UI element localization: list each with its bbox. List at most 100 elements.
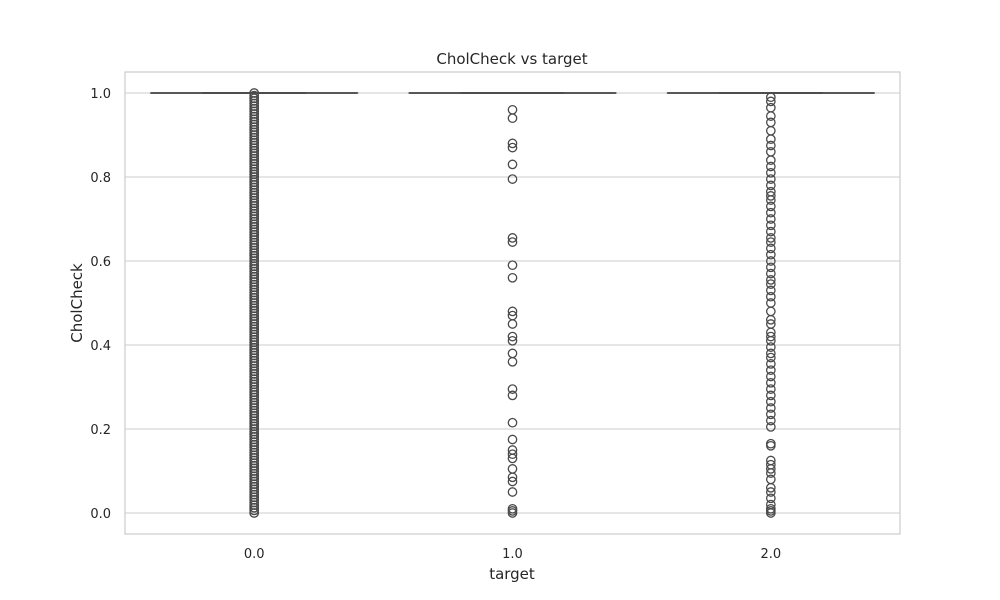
outlier-point [765,464,776,474]
outlier-point [765,191,776,201]
outlier-point [765,493,776,504]
outlier-point [507,138,518,149]
y-tick-label: 0.0 [90,507,111,522]
outlier-point [765,256,776,266]
outlier-point [765,117,776,128]
outlier-point [507,384,518,394]
outlier-point [765,155,776,166]
outlier-point [507,159,518,170]
outlier-point [765,371,776,382]
outlier-point [765,365,776,376]
outlier-point [765,92,776,103]
outlier-point [507,508,518,518]
y-axis-label: CholCheck [68,263,86,343]
outliers [249,88,776,518]
y-tick-label: 0.8 [90,171,111,186]
outlier-point [765,377,776,388]
outlier-point [507,487,518,497]
outlier-point [765,482,776,493]
y-tick-label: 0.4 [90,339,111,354]
outlier-point [765,102,776,113]
outlier-point [765,237,776,247]
outlier-point [765,134,776,145]
outlier-point [765,384,776,394]
outlier-point [765,268,776,279]
outlier-point [507,472,518,483]
plot-frame [124,71,901,535]
outlier-point [765,174,776,184]
outlier-point [507,434,518,445]
outlier-point [765,359,776,369]
outlier-point [765,342,776,352]
outlier-point [765,140,776,151]
outlier-point [765,291,776,302]
outlier-point [765,262,776,273]
y-ticks: 0.0 0.2 0.4 0.6 0.8 1.0 [90,87,111,522]
outlier-point [765,207,776,218]
outlier-point [765,403,776,413]
outlier-point [765,146,776,157]
outlier-point [765,279,776,289]
outlier-point [507,335,518,346]
outlier-point [507,174,518,184]
outlier-point [765,415,776,426]
outlier-point [765,487,776,497]
outlier-point [765,390,776,401]
outlier-point [765,249,776,260]
outlier-point [507,464,518,474]
outlier-point [507,476,518,487]
outlier-point [765,331,776,342]
outlier-point [507,260,518,271]
outlier-point [507,356,518,367]
outlier-point [507,272,518,283]
outlier-point [765,306,776,317]
outlier-point [507,237,518,247]
outlier-point [249,88,260,98]
outlier-point [507,233,518,243]
outlier-point [765,243,776,254]
outlier-point [765,111,776,121]
outlier-point [765,220,776,231]
outlier-point [249,90,260,101]
outlier-point [765,275,776,285]
x-axis-label: target [489,565,535,583]
outlier-point [765,474,776,485]
outlier-point [765,298,776,308]
outlier-point [507,331,518,342]
y-tick-label: 0.6 [90,255,111,270]
outlier-point [765,348,776,359]
outlier-point [765,96,776,107]
outlier-point [765,233,776,243]
outlier-point [765,440,776,451]
outlier-point [249,93,260,104]
outlier-point [507,449,518,460]
outlier-point [765,161,776,172]
outlier-point [765,180,776,191]
outlier-point [765,285,776,296]
outlier-point [507,348,518,359]
outlier-point [507,417,518,428]
outlier-point [765,201,776,212]
outlier-point [507,104,518,115]
y-tick-label: 1.0 [90,87,111,102]
outlier-point [765,335,776,346]
outlier-point [765,226,776,237]
outlier-point [765,314,776,325]
outlier-point [765,214,776,224]
outlier-point [765,508,776,518]
outlier-point [507,319,518,329]
x-tick-label: 1.0 [502,547,523,562]
outlier-point [765,352,776,363]
outlier-point [765,422,776,432]
outlier-point [507,390,518,401]
chart-title: CholCheck vs target [436,50,587,68]
outlier-point [507,453,518,464]
outlier-point [765,396,776,407]
outlier-point [507,113,518,124]
x-tick-label: 0.0 [244,547,265,562]
outlier-point [765,125,776,136]
outlier-point [765,468,776,478]
y-tick-label: 0.2 [90,423,111,438]
x-ticks: 0.0 1.0 2.0 [244,547,781,562]
